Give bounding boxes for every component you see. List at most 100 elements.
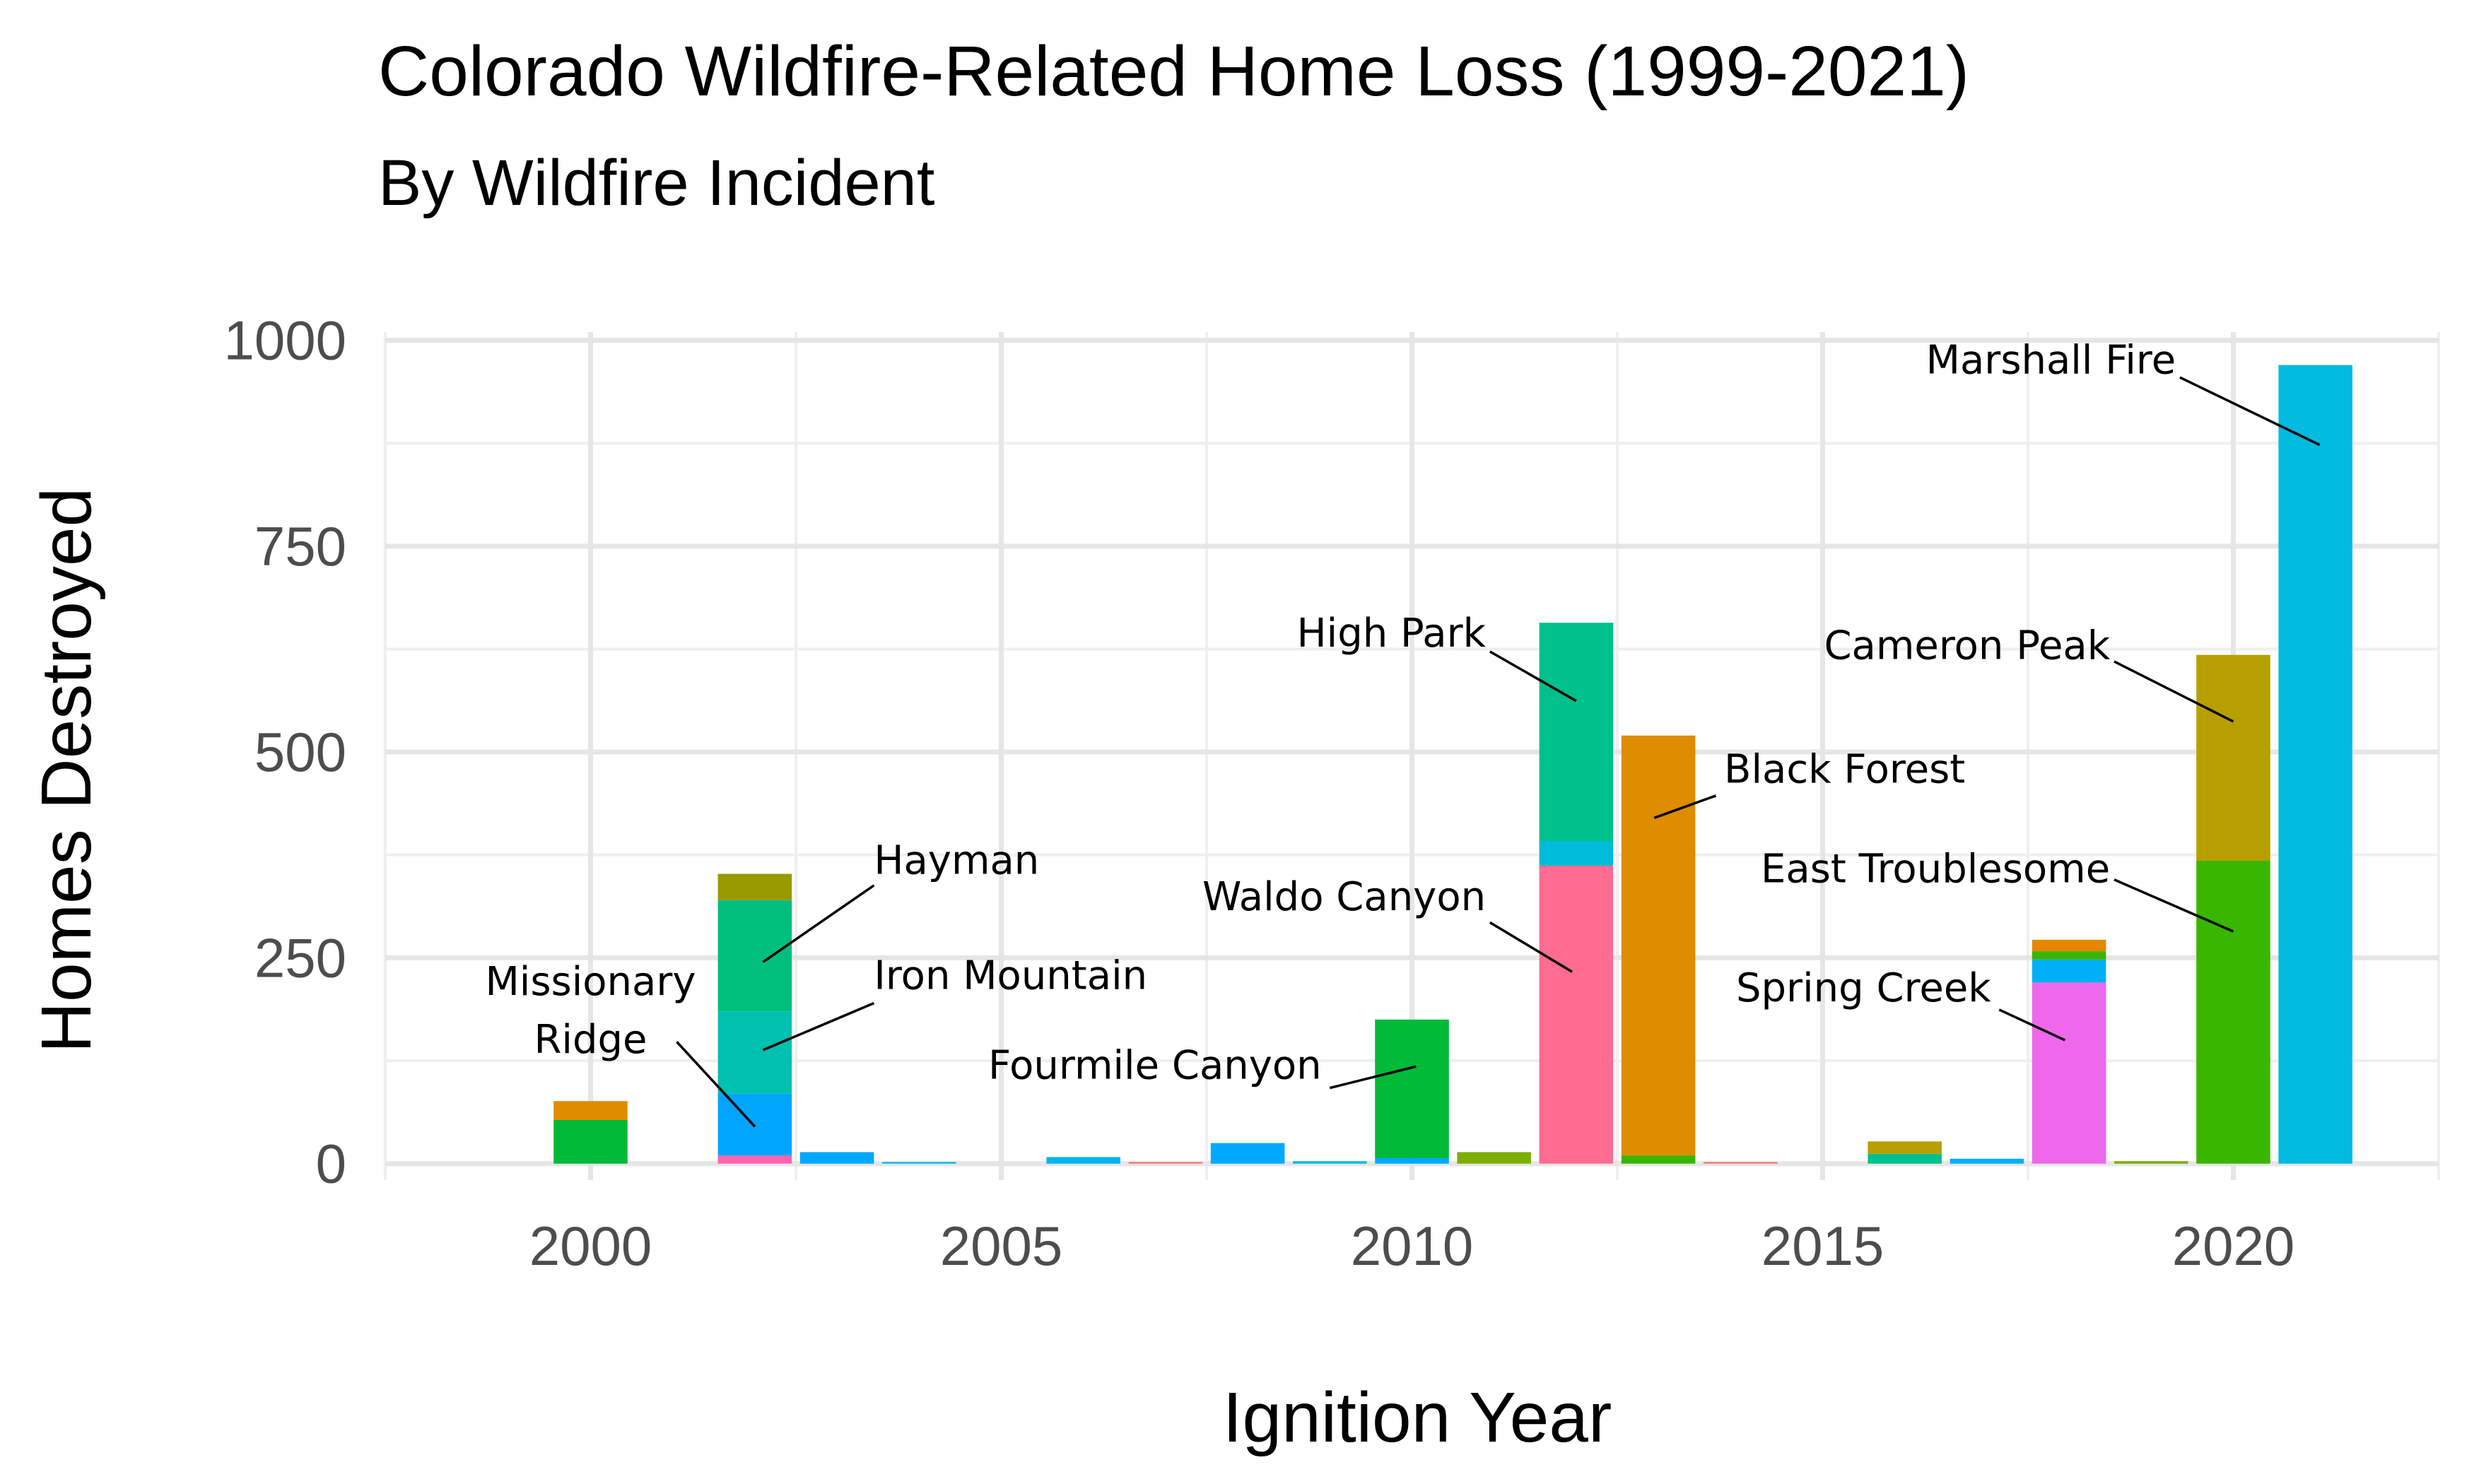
bar-segment bbox=[1704, 1162, 1778, 1164]
tick-labels: 2000 2005 2010 2015 2020 0 250 500 750 1000 bbox=[223, 310, 2294, 1277]
bar-stack-2021 bbox=[2278, 365, 2352, 1164]
y-tick-label: 0 bbox=[316, 1133, 346, 1195]
bar-segment bbox=[1293, 1161, 1367, 1164]
bar-segment bbox=[2114, 1161, 2188, 1164]
annotation-label: Ridge bbox=[534, 1017, 647, 1063]
annotation: Fourmile Canyon bbox=[988, 1043, 1417, 1090]
annotation-label: Missionary bbox=[485, 959, 696, 1005]
bar-stack-2013 bbox=[1621, 735, 1696, 1164]
x-tick-label: 2010 bbox=[1351, 1215, 1474, 1277]
y-tick-label: 1000 bbox=[223, 310, 346, 372]
bar-stack-2017 bbox=[1950, 1158, 2024, 1164]
bar-segment bbox=[2032, 959, 2106, 983]
bar-segment bbox=[2196, 860, 2270, 1164]
bar-segment bbox=[1539, 623, 1614, 841]
bar-segment bbox=[1950, 1158, 2024, 1164]
annotation-leader-line bbox=[1653, 794, 1717, 820]
bars bbox=[553, 365, 2352, 1164]
chart-subtitle: By Wildfire Incident bbox=[378, 147, 934, 219]
annotations: Missionary Ridge Hayman Iron Mountain Fourmi… bbox=[485, 337, 2321, 1128]
annotation: Waldo Canyon bbox=[1202, 874, 1573, 973]
annotation: Iron Mountain bbox=[762, 953, 1147, 1052]
bar-segment bbox=[717, 1093, 792, 1156]
bar-segment bbox=[882, 1162, 956, 1164]
annotation-leader-line bbox=[1998, 1008, 2066, 1042]
bar-segment bbox=[2278, 365, 2352, 1164]
bar-segment bbox=[1621, 735, 1696, 1156]
bar-stack-2000 bbox=[553, 1101, 628, 1164]
bar-stack-2002 bbox=[717, 873, 792, 1164]
bar-stack-2004 bbox=[882, 1162, 956, 1164]
annotation: Missionary Ridge bbox=[485, 959, 756, 1128]
annotation-label: Iron Mountain bbox=[874, 953, 1147, 999]
bar-segment bbox=[1046, 1157, 1120, 1164]
y-tick-label: 750 bbox=[254, 515, 346, 577]
annotation-label: Cameron Peak bbox=[1824, 623, 2110, 669]
annotation-label: Spring Creek bbox=[1736, 965, 1991, 1011]
bar-segment bbox=[717, 873, 792, 900]
bar-segment bbox=[1868, 1153, 1942, 1164]
bar-segment bbox=[2032, 939, 2106, 952]
annotation-leader-line bbox=[1489, 921, 1573, 973]
annotation-leader-line bbox=[676, 1041, 756, 1128]
annotation-label: Black Forest bbox=[1724, 746, 1965, 792]
annotation-label: Waldo Canyon bbox=[1202, 874, 1486, 920]
bar-segment bbox=[1539, 841, 1614, 866]
bar-segment bbox=[1621, 1155, 1696, 1164]
bar-segment bbox=[1375, 1158, 1449, 1164]
x-tick-label: 2000 bbox=[529, 1215, 652, 1277]
bar-segment bbox=[717, 1011, 792, 1094]
bar-segment bbox=[2032, 951, 2106, 960]
annotation: East Troublesome bbox=[1761, 846, 2234, 933]
bar-segment bbox=[553, 1119, 628, 1164]
annotation-leader-line bbox=[762, 884, 875, 963]
annotation: Marshall Fire bbox=[1926, 337, 2321, 447]
annotation-leader-line bbox=[2179, 376, 2321, 447]
annotation-leader-line bbox=[2114, 660, 2234, 723]
bar-stack-2012 bbox=[1539, 623, 1614, 1164]
bar-segment bbox=[553, 1101, 628, 1120]
bar-stack-2011 bbox=[1457, 1152, 1531, 1164]
x-axis-title: Ignition Year bbox=[1223, 1378, 1612, 1457]
bar-segment bbox=[1457, 1152, 1531, 1164]
annotation-label: Fourmile Canyon bbox=[988, 1043, 1322, 1089]
chart-title: Colorado Wildfire-Related Home Loss (199… bbox=[378, 32, 1969, 111]
bar-stack-2003 bbox=[799, 1152, 874, 1164]
bar-stack-2009 bbox=[1293, 1161, 1367, 1164]
bar-segment bbox=[717, 900, 792, 1012]
x-tick-label: 2020 bbox=[2172, 1215, 2295, 1277]
y-axis-title: Homes Destroyed bbox=[27, 488, 106, 1053]
x-tick-label: 2005 bbox=[940, 1215, 1063, 1277]
bar-stack-2006 bbox=[1046, 1157, 1120, 1164]
annotation: Black Forest bbox=[1653, 746, 1965, 820]
bar-segment bbox=[1539, 865, 1614, 1164]
annotation-label: Marshall Fire bbox=[1926, 337, 2176, 383]
bar-segment bbox=[1128, 1162, 1203, 1164]
x-tick-label: 2015 bbox=[1761, 1215, 1884, 1277]
bar-segment bbox=[2196, 654, 2270, 861]
grid bbox=[384, 332, 2440, 1180]
y-tick-label: 250 bbox=[254, 926, 346, 989]
bar-stack-2008 bbox=[1210, 1143, 1285, 1164]
annotation: Cameron Peak bbox=[1824, 623, 2234, 723]
bar-segment bbox=[717, 1155, 792, 1164]
annotation: Spring Creek bbox=[1736, 965, 2066, 1042]
annotation-leader-line bbox=[2114, 878, 2234, 933]
bar-segment bbox=[1375, 1019, 1449, 1158]
bar-stack-2016 bbox=[1868, 1141, 1942, 1164]
y-tick-label: 500 bbox=[254, 721, 346, 783]
annotation: Hayman bbox=[762, 838, 1039, 963]
annotation-label: Hayman bbox=[874, 838, 1039, 884]
bar-segment bbox=[1868, 1141, 1942, 1154]
annotation-leader-line bbox=[1489, 650, 1577, 702]
bar-stack-2020 bbox=[2196, 654, 2270, 1164]
bar-stack-2018 bbox=[2032, 939, 2106, 1164]
bar-segment bbox=[1210, 1143, 1285, 1164]
bar-segment bbox=[799, 1152, 874, 1164]
annotation: High Park bbox=[1297, 611, 1577, 702]
bar-stack-2014 bbox=[1704, 1162, 1778, 1164]
bar-stack-2010 bbox=[1375, 1019, 1449, 1164]
annotation-leader-line bbox=[762, 1001, 875, 1052]
annotation-label: East Troublesome bbox=[1761, 846, 2110, 892]
